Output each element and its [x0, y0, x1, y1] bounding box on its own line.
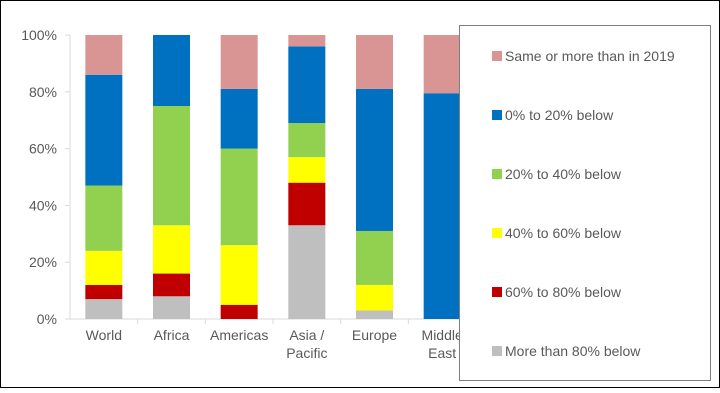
bar-segment: [356, 230, 393, 285]
legend-swatch: [492, 287, 502, 297]
legend-swatch: [492, 110, 502, 120]
bar-segment: [85, 35, 123, 75]
bar-segment: [220, 148, 258, 246]
bar-segment: [220, 245, 258, 305]
y-tick-label: 40%: [29, 197, 57, 213]
x-tick-label: World: [86, 327, 122, 343]
bar-segment: [356, 88, 393, 231]
legend-swatch: [492, 228, 502, 238]
x-tick-label: Africa: [154, 327, 190, 343]
bar-segment: [288, 35, 326, 47]
x-axis: World Africa Americas Asia / Pacific Europe Mi…: [70, 318, 477, 361]
x-tick-label: Middle: [422, 327, 463, 343]
legend-label: 40% to 60% below: [505, 225, 622, 241]
bar-segment: [85, 299, 123, 319]
legend-label: Same or more than in 2019: [505, 48, 675, 64]
bar-segment: [153, 273, 190, 297]
bar-segment: [153, 225, 190, 274]
legend-swatch: [492, 346, 502, 356]
bars: [85, 35, 461, 319]
bar-segment: [220, 304, 258, 319]
legend-swatch: [492, 169, 502, 179]
bar-segment: [423, 35, 461, 94]
x-tick-label: Europe: [352, 327, 397, 343]
bar-segment: [356, 310, 393, 319]
bar-segment: [220, 88, 258, 149]
bar-segment: [85, 250, 123, 285]
bar-segment: [356, 35, 393, 89]
bar-segment: [220, 35, 258, 89]
x-tick-label: Pacific: [286, 345, 327, 361]
legend-label: 20% to 40% below: [505, 166, 622, 182]
bar-segment: [288, 123, 326, 158]
bar-segment: [288, 46, 326, 124]
x-tick-label: Asia /: [289, 327, 324, 343]
y-axis: 0% 20% 40% 60% 80% 100%: [21, 27, 71, 327]
y-tick-label: 20%: [29, 254, 57, 270]
bar-segment: [85, 185, 123, 251]
legend-swatch: [492, 51, 502, 61]
bar-segment: [85, 74, 123, 186]
bar-segment: [423, 93, 461, 319]
bar-segment: [153, 106, 190, 226]
bar-segment: [288, 182, 326, 226]
bar-segment: [288, 225, 326, 319]
legend: Same or more than in 2019 0% to 20% below…: [459, 25, 711, 381]
bar-segment: [356, 284, 393, 311]
bar-segment: [153, 296, 190, 319]
legend-label: 60% to 80% below: [505, 284, 622, 300]
x-tick-label: Americas: [210, 327, 268, 343]
x-tick-label: East: [428, 345, 456, 361]
legend-label: 0% to 20% below: [505, 107, 614, 123]
legend-label: More than 80% below: [505, 343, 641, 359]
y-tick-label: 0%: [37, 311, 57, 327]
bar-segment: [153, 35, 190, 106]
y-tick-label: 80%: [29, 84, 57, 100]
legend-box: [459, 25, 711, 381]
y-tick-label: 100%: [21, 27, 57, 43]
bar-segment: [85, 284, 123, 300]
bar-segment: [288, 157, 326, 183]
y-tick-label: 60%: [29, 141, 57, 157]
